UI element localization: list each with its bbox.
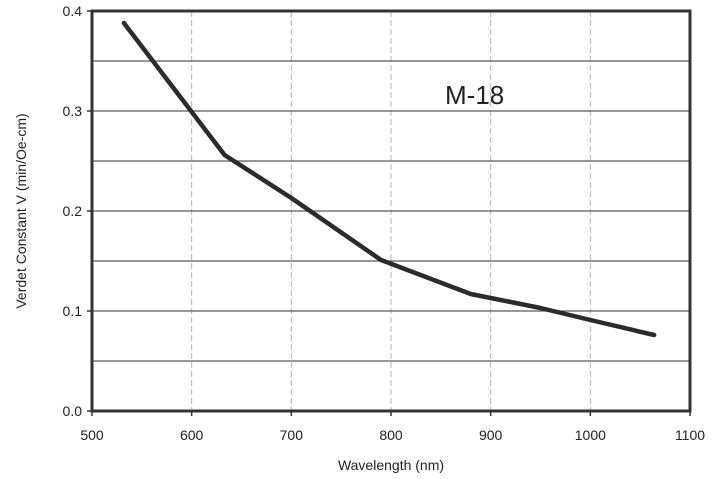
chart-annotation: M-18: [445, 80, 504, 110]
series-layer: [121, 20, 657, 338]
y-tick-label: 0.4: [63, 3, 83, 19]
y-tick-labels: 0.0 0.1 0.2 0.3 0.4: [63, 3, 83, 419]
y-tick-label: 0.2: [63, 203, 83, 219]
x-tick-label: 600: [180, 427, 204, 443]
x-tick-label: 900: [479, 427, 503, 443]
x-tick-label: 800: [379, 427, 403, 443]
tick-marks: [87, 10, 691, 416]
y-axis-label: Verdet Constant V (min/Oe-cm): [13, 113, 29, 308]
y-tick-label: 0.0: [63, 403, 83, 419]
y-tick-label: 0.3: [63, 103, 83, 119]
x-tick-label: 1100: [675, 427, 705, 443]
series-line: [121, 20, 657, 338]
x-tick-label: 500: [80, 427, 104, 443]
y-tick-label: 0.1: [63, 303, 83, 319]
x-tick-label: 1000: [575, 427, 606, 443]
x-tick-labels: 500 600 700 800 900 1000 1100: [80, 427, 705, 443]
gridlines: [92, 11, 690, 411]
x-axis-label: Wavelength (nm): [338, 457, 444, 473]
x-tick-label: 700: [280, 427, 304, 443]
